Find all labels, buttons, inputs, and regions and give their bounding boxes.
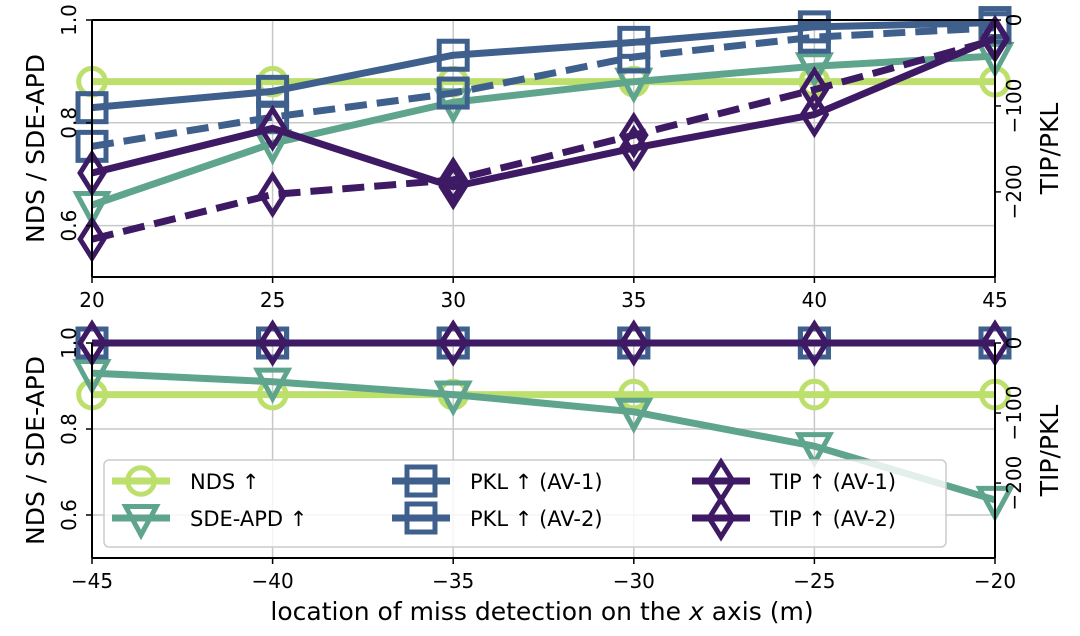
y-right-axis-label: TIP/PKL xyxy=(1035,405,1064,498)
legend-item-pkl-av-1: PKL ↑ (AV-1) xyxy=(392,464,603,498)
data-point-tip-av-2 xyxy=(438,156,469,204)
y-left-axis-label: NDS / SDE-APD xyxy=(21,356,50,545)
y-right-tick-label: −200 xyxy=(1002,164,1026,219)
data-point-tip-av-1 xyxy=(799,90,830,139)
y-left-tick-label: 0.6 xyxy=(57,499,81,531)
data-point-tip-av-2 xyxy=(799,319,830,367)
data-point-pkl-av-2 xyxy=(617,40,651,74)
y-left-tick-label: 1.0 xyxy=(57,4,81,36)
y-right-tick-label: −200 xyxy=(1002,456,1026,511)
data-point-tip-av-2 xyxy=(438,319,469,367)
x-tick-label: 20 xyxy=(79,288,104,312)
y-left-tick-label: 1.0 xyxy=(57,327,81,359)
data-point-tip-av-2 xyxy=(257,319,288,367)
legend-item-pkl-av-2: PKL ↑ (AV-2) xyxy=(392,501,603,535)
x-tick-label: 45 xyxy=(982,288,1007,312)
legend-label: TIP ↑ (AV-2) xyxy=(769,507,896,531)
y-left-axis-label: NDS / SDE-APD xyxy=(21,54,50,243)
legend-label: SDE-APD ↑ xyxy=(190,507,307,531)
data-point-tip-av-2 xyxy=(618,319,649,367)
x-tick-label: −20 xyxy=(974,569,1016,593)
legend-item-tip-av-2: TIP ↑ (AV-2) xyxy=(692,494,896,542)
x-tick-label: −40 xyxy=(251,569,293,593)
legend-marker-square xyxy=(404,501,438,535)
x-tick-label: 25 xyxy=(260,288,285,312)
data-point-tip-av-2 xyxy=(257,170,288,219)
legend-label: TIP ↑ (AV-1) xyxy=(769,470,896,494)
x-tick-label: 40 xyxy=(802,288,827,312)
legend-label: PKL ↑ (AV-2) xyxy=(470,507,603,531)
data-point-pkl-av-2 xyxy=(436,76,470,110)
data-point-tip-av-1 xyxy=(257,104,288,152)
data-point-nds xyxy=(798,378,831,411)
legend-marker-circle xyxy=(125,465,157,497)
x-axis-label-part: location of miss detection on the xyxy=(270,597,689,626)
series-line-tip-av-1 xyxy=(91,34,997,191)
x-tick-label: −35 xyxy=(432,569,474,593)
x-tick-label: 35 xyxy=(621,288,646,312)
legend-item-sde-apd: SDE-APD ↑ xyxy=(112,503,307,541)
data-point-tip-av-2 xyxy=(618,111,649,159)
y-right-tick-label: 0 xyxy=(1002,14,1026,27)
series-line-sde-apd xyxy=(90,52,996,209)
bottom-panel: −45 −40 −35 −30 −25 −20 0.6 0.8 1.0 −200 −100 0 NDS … xyxy=(21,319,1064,593)
data-point-sde-apd xyxy=(794,52,834,89)
series-line-sde-apd xyxy=(91,369,996,504)
x-axis-label: location of miss detection on the x axis… xyxy=(270,597,813,626)
data-point-sde-apd xyxy=(253,367,293,404)
legend-label: NDS ↑ xyxy=(190,470,259,494)
y-right-tick-label: −100 xyxy=(1002,386,1026,441)
x-axis-label-part: axis (m) xyxy=(704,597,814,626)
data-point-sde-apd xyxy=(794,432,834,469)
legend-marker-square xyxy=(404,464,438,498)
series-line-pkl-av-1 xyxy=(91,19,996,112)
legend-marker-triangle-down xyxy=(121,503,161,541)
data-point-sde-apd xyxy=(433,380,473,417)
x-tick-label: −30 xyxy=(613,569,655,593)
x-tick-label: 30 xyxy=(440,288,465,312)
y-left-tick-label: 0.8 xyxy=(57,107,81,139)
data-point-pkl-av-2 xyxy=(797,20,831,54)
x-axis-label-part: x xyxy=(688,597,704,626)
legend-label: PKL ↑ (AV-1) xyxy=(470,470,603,494)
series-line-pkl-av-2 xyxy=(91,24,996,150)
data-point-nds xyxy=(618,378,650,411)
legend-item-nds: NDS ↑ xyxy=(112,465,259,497)
data-point-tip-av-2 xyxy=(799,66,830,114)
data-point-sde-apd xyxy=(614,397,654,434)
top-panel: 20 25 30 35 40 45 0.6 0.8 1.0 −200 −100 0 NDS / SDE-… xyxy=(21,4,1064,312)
data-point-pkl-av-1 xyxy=(436,38,470,72)
legend: NDS ↑ SDE-APD ↑ PKL ↑ (AV-1) PKL ↑ (AV-2) TI… xyxy=(103,457,947,548)
y-right-axis-label: TIP/PKL xyxy=(1035,103,1064,196)
y-right-tick-label: 0 xyxy=(1002,337,1026,350)
x-tick-label: −45 xyxy=(71,569,113,593)
y-right-tick-label: −100 xyxy=(1002,78,1026,133)
legend-marker-diamond xyxy=(706,494,736,542)
x-tick-label: −25 xyxy=(793,569,835,593)
series-line-tip-av-2 xyxy=(91,36,996,243)
y-left-tick-label: 0.8 xyxy=(57,413,81,445)
y-left-tick-label: 0.6 xyxy=(57,210,81,242)
